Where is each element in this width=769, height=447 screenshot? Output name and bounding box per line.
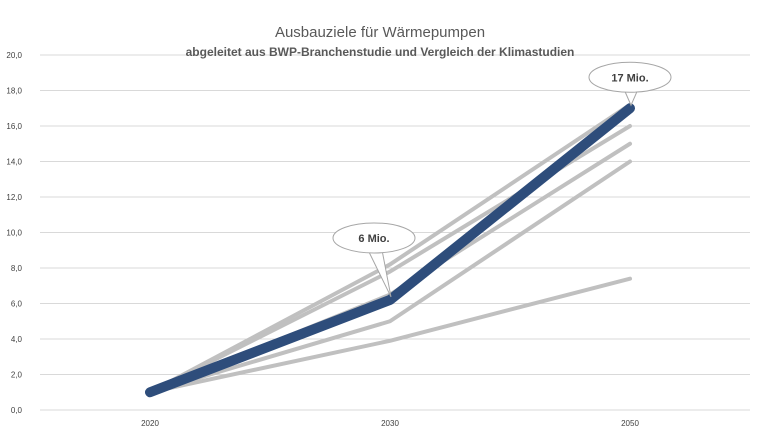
callout-bubble	[588, 61, 672, 93]
series-line	[148, 276, 632, 395]
chart-subtitle: abgeleitet aus BWP-Branchenstudie und Ve…	[186, 45, 575, 59]
y-tick-label: 20,0	[6, 51, 22, 60]
series-line-highlight	[145, 103, 635, 398]
callout: 17 Mio.	[588, 61, 672, 107]
y-tick-label: 16,0	[6, 122, 22, 131]
x-tick-label: 2030	[381, 419, 399, 428]
chart-title: Ausbauziele für Wärmepumpen	[275, 24, 485, 41]
series-line	[148, 159, 632, 395]
y-tick-label: 0,0	[11, 406, 23, 415]
callout-label: 17 Mio.	[611, 72, 648, 84]
callout-seam	[369, 248, 381, 252]
y-tick-label: 4,0	[11, 335, 23, 344]
y-tick-label: 14,0	[6, 158, 22, 167]
y-tick-label: 2,0	[11, 371, 23, 380]
x-tick-label: 2050	[621, 419, 639, 428]
y-axis-tick-labels: 0,0 2,0 4,0 6,0 8,0 10,0 12,0 14,0 16,0 18,0 20,0	[6, 51, 22, 415]
series-line	[148, 102, 632, 395]
y-tick-label: 6,0	[11, 300, 23, 309]
callout-seam	[625, 88, 637, 92]
annotations: 6 Mio. 17 Mio.	[332, 61, 672, 298]
y-tick-label: 12,0	[6, 193, 22, 202]
y-tick-label: 8,0	[11, 264, 23, 273]
callout-label: 6 Mio.	[358, 233, 389, 245]
x-tick-label: 2020	[141, 419, 159, 428]
callout-bubble	[332, 222, 416, 254]
y-tick-label: 18,0	[6, 87, 22, 96]
callout: 6 Mio.	[332, 222, 416, 298]
x-axis-tick-labels: 2020 2030 2050	[141, 419, 639, 428]
y-tick-label: 10,0	[6, 229, 22, 238]
